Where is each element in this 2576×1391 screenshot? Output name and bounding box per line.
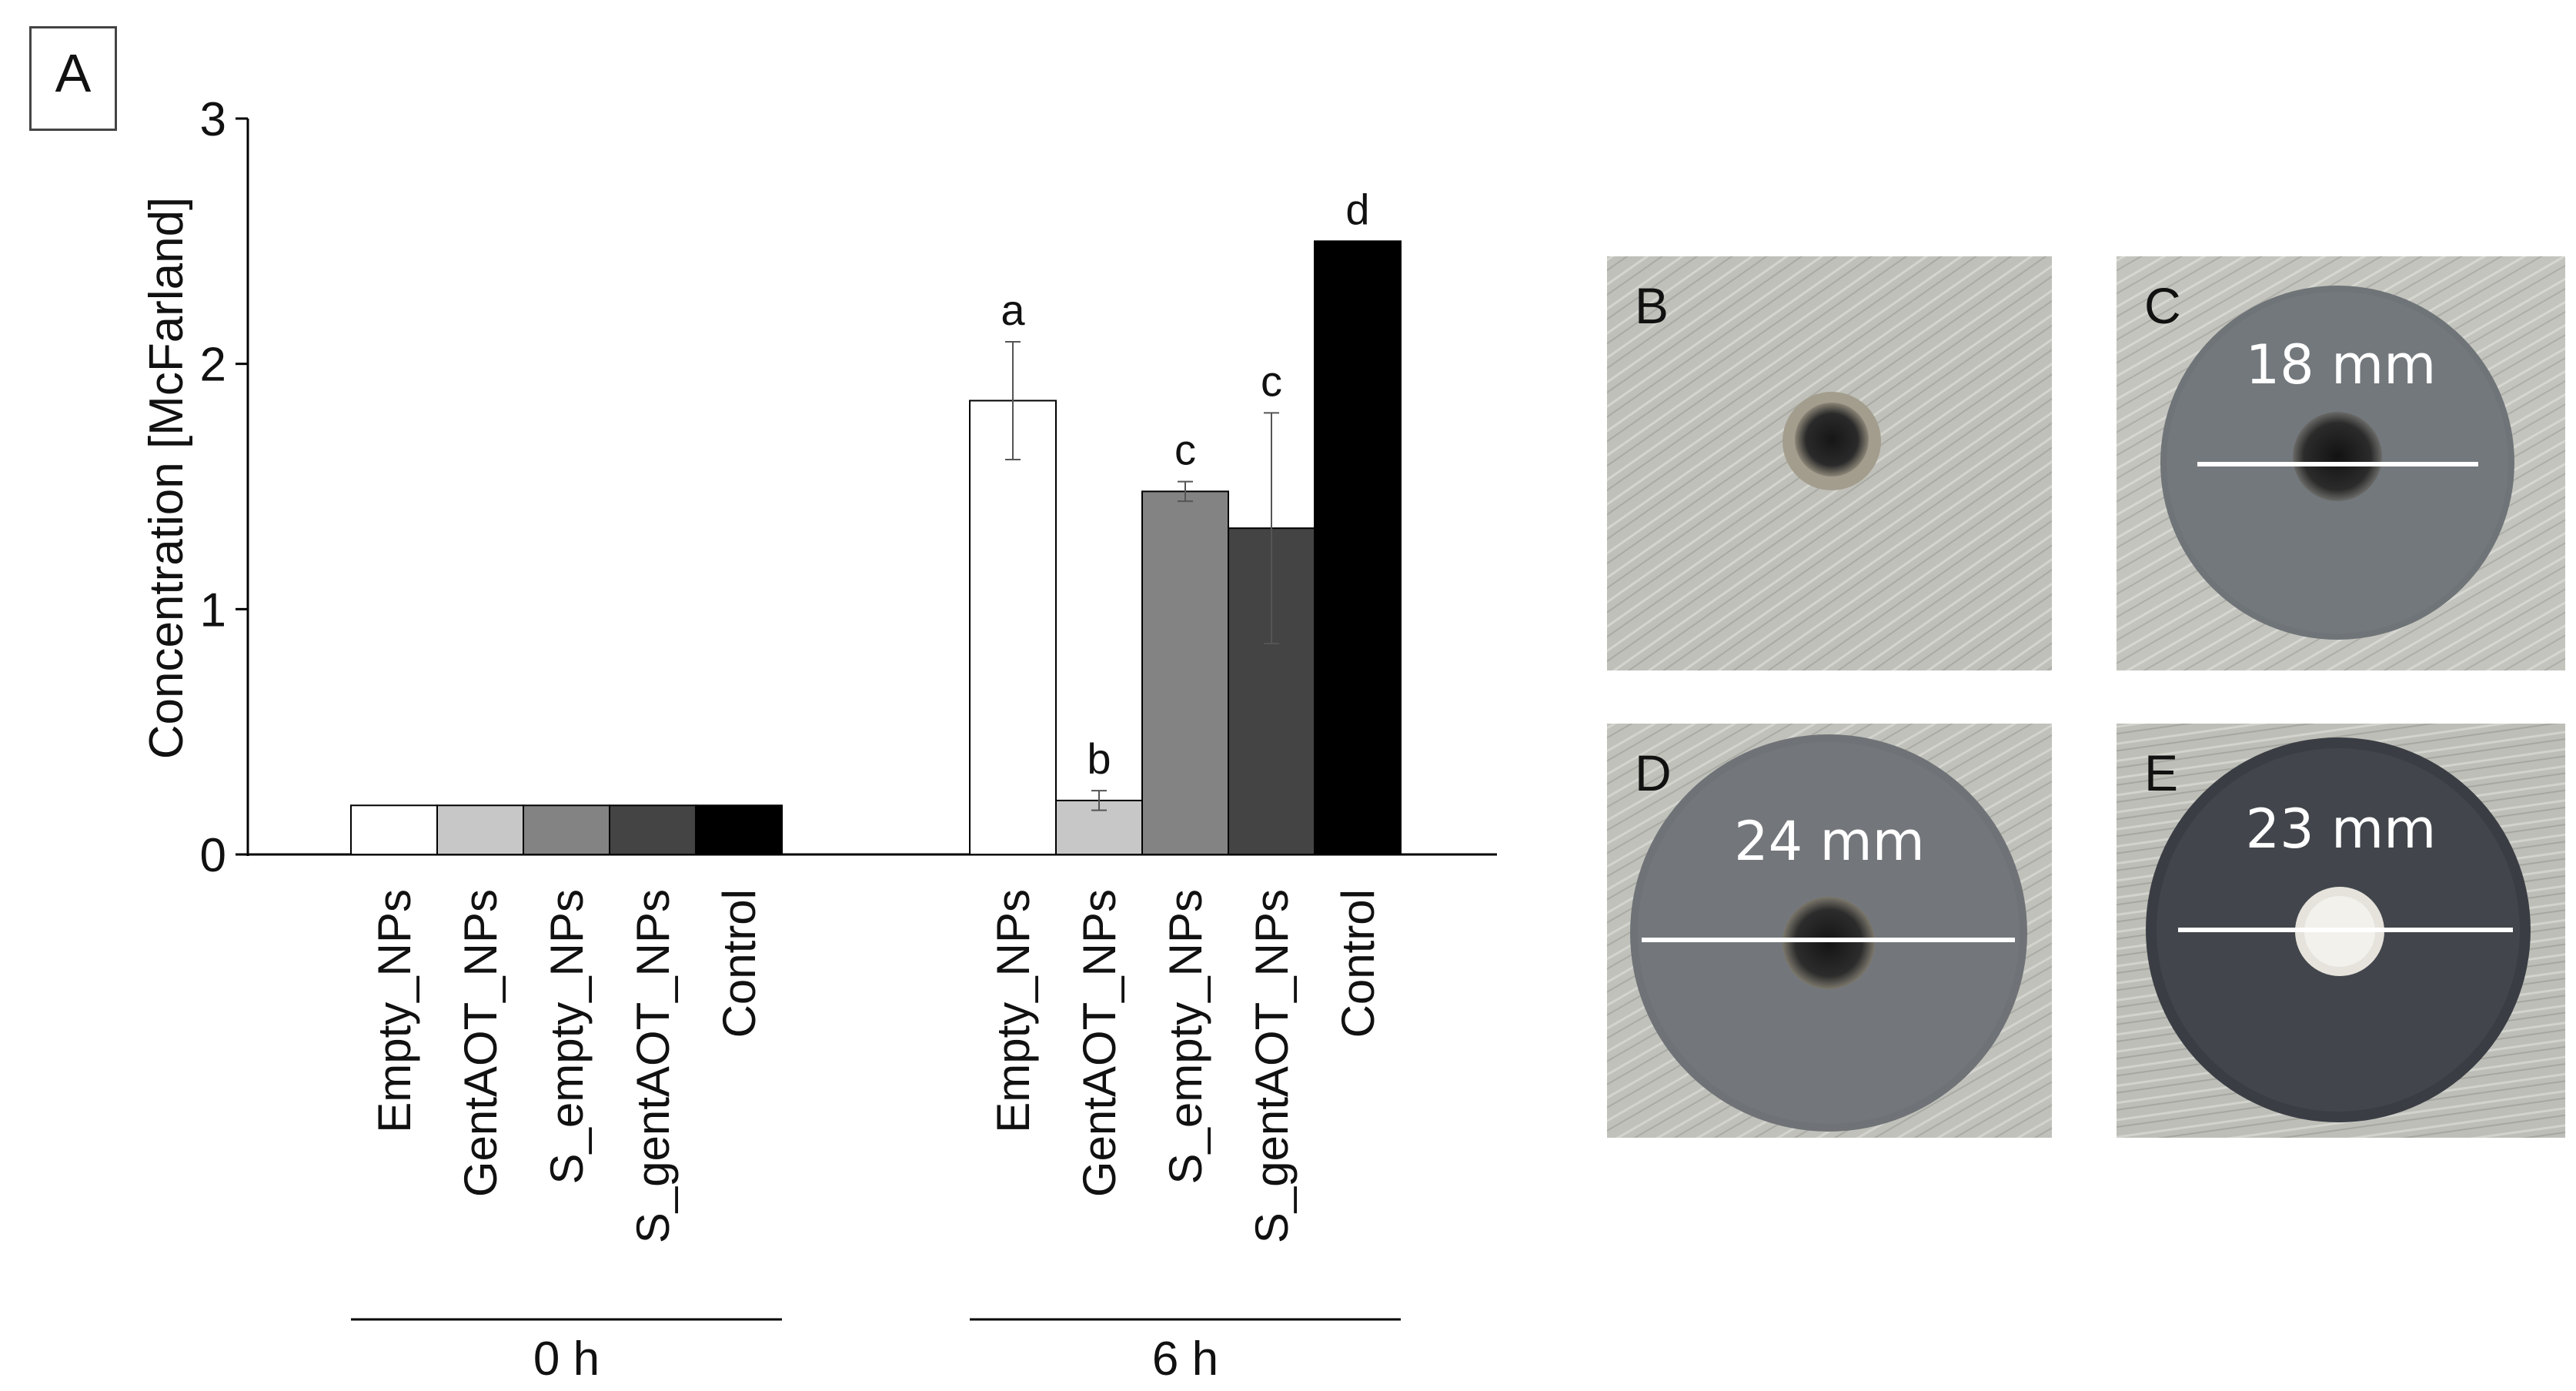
bar: [436, 804, 524, 856]
bar: [609, 804, 697, 856]
photo-letter-b: B: [1635, 277, 1669, 334]
photo-panel-e: E 23 mm: [2117, 724, 2565, 1138]
x-category-label: Empty_NPs: [987, 889, 1039, 1133]
x-category-label: S_gentAOT_NPs: [627, 889, 679, 1243]
photo-panel-b: B: [1607, 256, 2052, 670]
x-category-label: S_empty_NPs: [541, 889, 593, 1185]
agar-plate-image: [2117, 724, 2565, 1138]
bar: [969, 400, 1057, 855]
y-axis-label: Concentration [McFarland]: [140, 197, 193, 760]
significance-letter: d: [1345, 185, 1369, 233]
panel-a-label: A: [29, 26, 117, 131]
bar: [695, 804, 783, 856]
bar: [1314, 240, 1402, 856]
inhibition-zone-label-e: 23 mm: [2245, 797, 2437, 861]
bar-chart: Concentration [McFarland] 0 1 2 3 Empty_NPs G…: [140, 93, 1497, 1386]
significance-letter: c: [1261, 356, 1282, 405]
photo-letter-e: E: [2144, 744, 2179, 801]
photo-panel-d: D 24 mm: [1607, 724, 2052, 1138]
x-category-label: S_empty_NPs: [1160, 889, 1211, 1185]
agar-plate-image: [2117, 256, 2565, 670]
group-label: 6 h: [1152, 1332, 1218, 1386]
x-category-label: S_gentAOT_NPs: [1246, 889, 1298, 1243]
inhibition-zone-label-c: 18 mm: [2245, 333, 2437, 396]
photo-letter-c: C: [2144, 277, 2181, 334]
x-category-label: Control: [713, 889, 765, 1038]
significance-letter: c: [1174, 426, 1196, 474]
y-tick-label: 1: [200, 583, 226, 637]
significance-letter: b: [1087, 734, 1111, 783]
x-category-label: GentAOT_NPs: [1074, 889, 1125, 1197]
inhibition-zone-label-d: 24 mm: [1734, 810, 1925, 873]
significance-letter: a: [1001, 286, 1025, 334]
agar-plate-image: [1607, 256, 2052, 670]
x-category-label: GentAOT_NPs: [455, 889, 506, 1197]
y-tick-label: 0: [200, 829, 226, 882]
photo-panel-c: C 18 mm: [2117, 256, 2565, 670]
x-category-label: Empty_NPs: [369, 889, 420, 1133]
y-tick-label: 2: [200, 339, 226, 392]
photo-letter-d: D: [1635, 744, 1672, 801]
bar: [1055, 799, 1143, 855]
y-tick-label: 3: [200, 93, 226, 146]
agar-plate-image: [1607, 724, 2052, 1138]
bar: [1141, 490, 1229, 856]
bar: [350, 804, 438, 856]
panel-a-letter: A: [55, 43, 92, 103]
bar: [523, 804, 610, 856]
group-label: 0 h: [533, 1332, 600, 1386]
plot-area: 0 1 2 3 Empty_NPs GentAOT_NPs S_empty_NPs S_gen…: [200, 93, 1497, 1386]
x-category-label: Control: [1332, 889, 1384, 1038]
